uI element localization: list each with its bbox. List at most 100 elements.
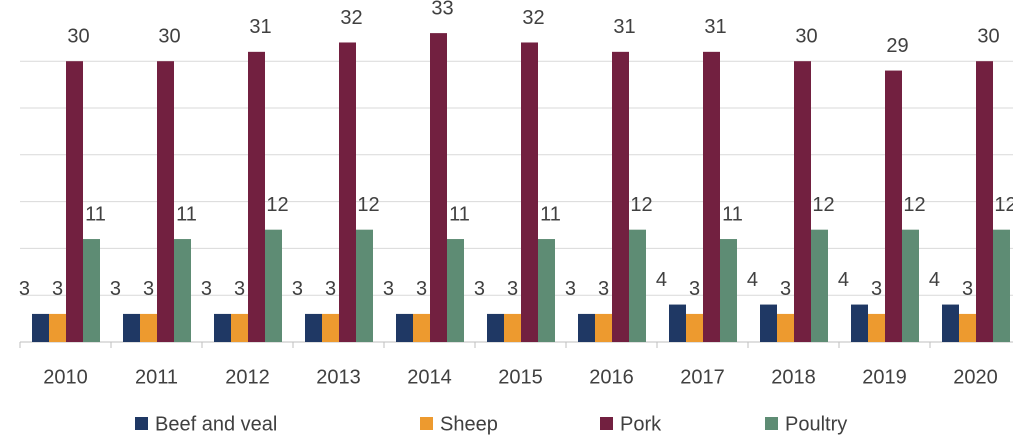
bar: [356, 229, 373, 342]
bar: [959, 313, 976, 342]
data-label: 33: [431, 0, 453, 19]
legend-label: Pork: [620, 413, 662, 435]
data-label: 3: [689, 278, 700, 300]
x-tick-label: 2011: [135, 366, 178, 388]
data-label: 3: [474, 278, 485, 300]
bar: [885, 70, 902, 342]
bar: [942, 304, 959, 342]
data-label: 4: [656, 269, 667, 291]
legend-swatch: [135, 417, 148, 430]
bar: [851, 304, 868, 342]
bar: [686, 313, 703, 342]
data-label: 30: [67, 25, 89, 47]
x-tick-label: 2020: [953, 366, 998, 388]
data-label: 4: [929, 269, 940, 291]
x-tick-label: 2015: [498, 366, 543, 388]
x-tick-label: 2018: [771, 366, 816, 388]
data-label: 29: [886, 35, 908, 57]
data-label: 3: [416, 278, 427, 300]
x-tick-label: 2013: [316, 366, 361, 388]
data-label: 12: [630, 194, 652, 216]
legend-swatch: [600, 417, 613, 430]
bar: [703, 51, 720, 343]
bar: [794, 61, 811, 342]
bar: [140, 313, 157, 342]
x-tick-label: 2014: [407, 366, 452, 388]
bar: [538, 239, 555, 342]
x-tick-label: 2016: [589, 366, 634, 388]
data-label: 11: [176, 203, 197, 225]
bar: [521, 42, 538, 342]
data-label: 11: [449, 203, 470, 225]
data-label: 3: [962, 278, 973, 300]
x-tick-label: 2017: [680, 366, 725, 388]
data-label: 12: [266, 194, 288, 216]
data-label: 31: [613, 16, 635, 38]
x-tick-label: 2012: [225, 366, 270, 388]
data-label: 3: [598, 278, 609, 300]
data-label: 3: [19, 278, 30, 300]
data-label: 3: [110, 278, 121, 300]
bar: [578, 313, 595, 342]
bar: [305, 313, 322, 342]
data-label: 3: [52, 278, 63, 300]
data-label: 31: [704, 16, 726, 38]
data-label: 3: [201, 278, 212, 300]
data-label: 4: [838, 269, 849, 291]
bar: [447, 239, 464, 342]
bar: [248, 51, 265, 343]
bar: [322, 313, 339, 342]
data-label: 11: [540, 203, 561, 225]
legend-label: Poultry: [785, 413, 847, 435]
bar: [487, 313, 504, 342]
data-label: 11: [85, 203, 106, 225]
x-tick-label: 2010: [43, 366, 88, 388]
bar: [669, 304, 686, 342]
data-label: 11: [722, 203, 743, 225]
bar: [413, 313, 430, 342]
bar: [720, 239, 737, 342]
data-label: 3: [507, 278, 518, 300]
data-label: 12: [994, 194, 1013, 216]
x-tick-label: 2019: [862, 366, 907, 388]
bar: [66, 61, 83, 342]
data-label: 12: [903, 194, 925, 216]
data-label: 12: [812, 194, 834, 216]
data-label: 3: [780, 278, 791, 300]
bar: [396, 313, 413, 342]
data-label: 3: [143, 278, 154, 300]
bar: [976, 61, 993, 342]
data-label: 3: [383, 278, 394, 300]
bar: [49, 313, 66, 342]
data-label: 3: [871, 278, 882, 300]
data-label: 32: [522, 7, 544, 29]
data-label: 31: [249, 16, 271, 38]
legend-swatch: [420, 417, 433, 430]
data-label: 3: [325, 278, 336, 300]
legend-swatch: [765, 417, 778, 430]
bar: [993, 229, 1010, 342]
bar: [83, 239, 100, 342]
bar: [265, 229, 282, 342]
bar: [32, 313, 49, 342]
data-label: 4: [747, 269, 758, 291]
bar: [157, 61, 174, 342]
data-label: 30: [795, 25, 817, 47]
bar: [811, 229, 828, 342]
bar: [902, 229, 919, 342]
bar: [868, 313, 885, 342]
legend-label: Beef and veal: [155, 413, 277, 435]
data-label: 3: [565, 278, 576, 300]
bar: [174, 239, 191, 342]
bar: [430, 33, 447, 343]
bar: [760, 304, 777, 342]
bar: [595, 313, 612, 342]
bar: [612, 51, 629, 343]
bar: [214, 313, 231, 342]
data-label: 32: [340, 7, 362, 29]
legend-label: Sheep: [440, 413, 498, 435]
data-label: 12: [357, 194, 379, 216]
data-label: 30: [977, 25, 999, 47]
bar: [504, 313, 521, 342]
